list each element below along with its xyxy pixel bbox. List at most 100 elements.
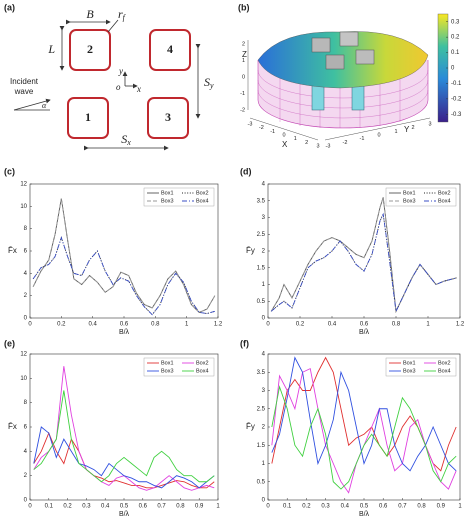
y-tick-label: 10: [20, 204, 27, 210]
y-axis-label: F̄y: [246, 246, 255, 255]
x-tick-label: 0.2: [296, 322, 305, 328]
y-tick-label: 0: [24, 316, 28, 322]
y-tick-label: 0: [377, 132, 380, 138]
y-label: Y: [404, 125, 410, 134]
colorbar-tick-label: -0.3: [451, 112, 462, 118]
panel-label: (b): [238, 2, 250, 12]
y-tick-label: 6: [24, 425, 28, 431]
legend-box: [385, 357, 457, 377]
x-tick-label: 0.1: [45, 504, 54, 510]
y-tick-label: 1: [394, 129, 397, 135]
box-label: 1: [85, 110, 91, 124]
angle-label: α: [42, 101, 47, 110]
legend-label: Box1: [403, 360, 416, 366]
dim-label: Sy: [204, 75, 214, 90]
x-tick-label: 0: [266, 322, 270, 328]
x-tick-label: 1: [426, 322, 430, 328]
x-tick-label: 0.8: [176, 504, 185, 510]
colorbar-tick-label: 0.2: [451, 35, 460, 41]
x-tick-label: 1.2: [456, 322, 465, 328]
x-tick-label: 0: [28, 322, 32, 328]
legend-label: Box1: [161, 360, 174, 366]
panel-label: (d): [240, 166, 252, 176]
z-label: Z: [242, 50, 247, 59]
y-tick-label: 2: [262, 425, 266, 431]
x-tick-label: 0.6: [139, 504, 148, 510]
series-line: [32, 236, 215, 316]
x-tick-label: 0.2: [63, 504, 72, 510]
dim-label: Sx: [121, 132, 131, 147]
legend-box: [143, 187, 215, 207]
series-line: [270, 197, 457, 313]
box-3d: [355, 49, 375, 65]
x-tick-label: 0.5: [360, 504, 369, 510]
x-axis: [249, 117, 319, 141]
series-line: [271, 367, 457, 494]
legend-label: Box2: [196, 190, 209, 196]
legend-label: Box2: [438, 360, 451, 366]
box-3d: [339, 31, 359, 47]
y-tick-label: 2: [411, 125, 414, 131]
y-axis: [324, 117, 431, 141]
box: [69, 29, 111, 71]
y-tick-label: 10: [20, 376, 27, 382]
legend-label: Box3: [403, 198, 416, 204]
y-tick-label: 12: [20, 352, 27, 358]
y-tick-label: 12: [20, 182, 27, 188]
z-tick-label: -2: [240, 107, 245, 113]
colorbar-tick-label: 0: [451, 66, 455, 72]
legend-box: [385, 187, 457, 207]
x-tick-label: 0.8: [392, 322, 401, 328]
series-line: [270, 212, 457, 313]
x-tick-label: 0.4: [341, 504, 350, 510]
y-tick-label: 0.5: [257, 299, 266, 305]
incident-label: wave: [14, 87, 34, 96]
legend-label: Box3: [161, 198, 174, 204]
y-tick-label: 2.5: [257, 406, 266, 412]
box: [149, 29, 191, 71]
legend-label: Box4: [438, 198, 451, 204]
y-tick-label: 4: [24, 449, 28, 455]
legend-label: Box1: [403, 190, 416, 196]
y-tick-label: 3.5: [257, 198, 266, 204]
y-tick-label: 3.5: [257, 370, 266, 376]
leader: [107, 19, 119, 33]
y-tick-label: 2: [24, 293, 28, 299]
x-tick-label: 3: [316, 143, 319, 149]
x-tick-label: -2: [259, 125, 264, 131]
legend-label: Box4: [196, 368, 209, 374]
y-tick-label: 8: [24, 400, 28, 406]
box-3d: [325, 54, 345, 70]
z-tick-label: 1: [242, 58, 245, 64]
axis-label: y: [118, 66, 123, 76]
y-tick-label: 0.5: [257, 479, 266, 485]
x-tick-label: 1: [458, 504, 462, 510]
x-tick-label: 0.8: [151, 322, 160, 328]
x-tick-label: 0.4: [88, 322, 97, 328]
box: [147, 97, 189, 139]
x-tick-label: 0: [28, 504, 32, 510]
incident-label: Incident: [10, 77, 39, 86]
y-tick-label: 4: [262, 352, 266, 358]
z-tick-label: 0: [242, 74, 245, 80]
y-tick-label: 2: [262, 249, 266, 255]
x-tick-label: 0.2: [302, 504, 311, 510]
box-label: 2: [87, 42, 93, 56]
x-tick-label: 0.7: [157, 504, 166, 510]
y-tick-label: 1: [262, 282, 266, 288]
x-tick-label: 0.5: [120, 504, 129, 510]
y-axis-label: F̄x: [8, 422, 17, 431]
series-line: [33, 426, 215, 489]
x-tick-label: 0.4: [101, 504, 110, 510]
colorbar-tick-label: 0.3: [451, 19, 460, 25]
y-tick-label: 3: [428, 121, 431, 127]
series-line: [32, 198, 216, 313]
y-tick-label: 0: [24, 498, 28, 504]
legend-label: Box1: [161, 190, 174, 196]
legend-label: Box2: [438, 190, 451, 196]
legend-box: [143, 357, 215, 377]
dim-label: rf: [118, 7, 127, 22]
x-tick-label: 0.3: [321, 504, 330, 510]
legend-label: Box3: [403, 368, 416, 374]
series-line: [33, 366, 215, 491]
